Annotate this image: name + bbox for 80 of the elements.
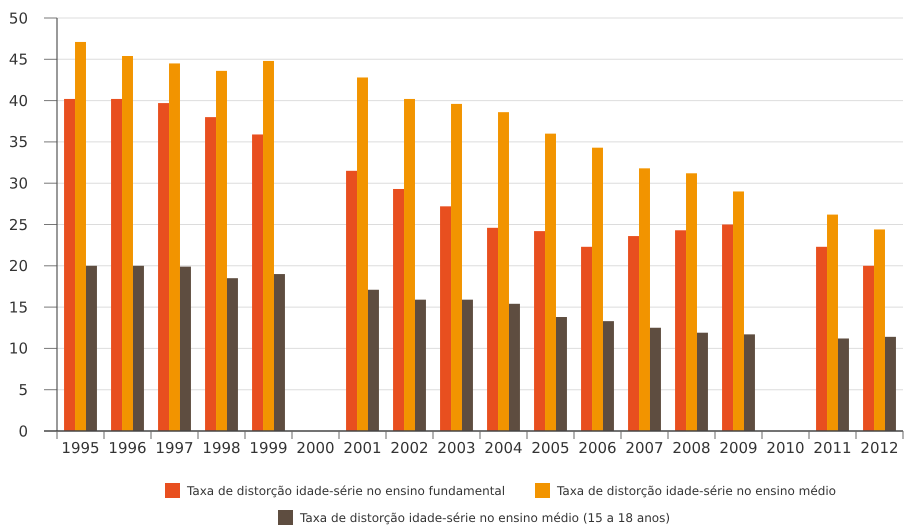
x-tick-label: 2005	[531, 439, 570, 457]
bar	[263, 60, 274, 431]
y-tick-label: 10	[8, 340, 28, 358]
y-tick-label: 45	[8, 50, 28, 69]
bar	[722, 224, 734, 431]
bar	[440, 206, 452, 431]
bar	[462, 300, 473, 431]
y-tick-label: 0	[18, 422, 28, 440]
bar	[64, 98, 76, 431]
bar	[404, 98, 415, 431]
bar	[696, 332, 708, 431]
bar	[827, 214, 838, 431]
y-tick-label: 30	[8, 174, 28, 192]
bar	[252, 134, 264, 431]
bar	[132, 266, 144, 431]
bar	[884, 336, 896, 431]
x-tick-label: 2008	[672, 439, 711, 457]
legend-label: Taxa de distorção idade-série no ensino médio	[556, 484, 836, 498]
bar	[75, 42, 86, 431]
bar	[816, 246, 828, 431]
bar	[628, 236, 640, 431]
y-tick-label: 50	[8, 9, 28, 28]
x-tick-label: 1996	[108, 439, 147, 457]
bar	[122, 56, 133, 431]
legend-label: Taxa de distorção idade-série no ensino fundamental	[186, 484, 506, 498]
x-tick-label: 1995	[61, 439, 100, 457]
x-tick-label: 1997	[155, 439, 194, 457]
bar	[874, 229, 885, 431]
bar	[733, 191, 744, 431]
bar	[274, 274, 285, 431]
bar	[534, 231, 546, 431]
bar	[226, 278, 238, 431]
bar	[838, 338, 849, 431]
bar	[686, 173, 697, 431]
x-tick-label: 2006	[578, 439, 617, 457]
bar	[508, 304, 520, 431]
legend-label: Taxa de distorção idade-série no ensino médio (15 a 18 anos)	[299, 511, 670, 525]
y-tick-label: 5	[18, 380, 28, 399]
y-tick-label: 25	[8, 216, 28, 234]
y-tick-label: 40	[8, 92, 28, 110]
x-tick-label: 2004	[484, 439, 523, 457]
bar	[169, 63, 180, 431]
x-tick-label: 2010	[766, 439, 805, 457]
bar	[357, 77, 368, 431]
bar	[863, 266, 874, 431]
bar	[744, 334, 755, 431]
x-tick-label: 2009	[719, 439, 758, 457]
bar	[346, 170, 358, 431]
bar	[368, 290, 379, 431]
y-tick-label: 15	[8, 298, 28, 316]
bar	[545, 134, 556, 431]
bar	[414, 300, 426, 431]
bar	[556, 317, 567, 431]
bar	[111, 98, 122, 431]
bar	[592, 148, 603, 431]
bar	[650, 328, 661, 431]
x-tick-label: 2003	[437, 439, 476, 457]
x-tick-label: 2011	[813, 439, 852, 457]
bar	[393, 188, 404, 431]
bar	[675, 230, 686, 431]
bar	[451, 104, 462, 431]
bar	[86, 266, 97, 431]
bar	[205, 117, 216, 431]
bar	[498, 112, 509, 431]
bar	[487, 228, 498, 431]
bar	[602, 321, 614, 431]
bar	[158, 103, 170, 431]
x-tick-label: 1999	[249, 439, 288, 457]
x-tick-label: 2000	[296, 439, 335, 457]
bar	[581, 246, 592, 431]
bar	[180, 266, 191, 431]
x-tick-label: 2002	[390, 439, 429, 457]
x-tick-label: 1998	[202, 439, 241, 457]
bar	[216, 70, 227, 431]
x-tick-label: 2012	[860, 439, 899, 457]
y-tick-label: 35	[8, 133, 28, 152]
x-tick-label: 2007	[625, 439, 664, 457]
x-tick-label: 2001	[343, 439, 382, 457]
bar	[639, 168, 650, 431]
y-tick-label: 20	[8, 257, 28, 276]
